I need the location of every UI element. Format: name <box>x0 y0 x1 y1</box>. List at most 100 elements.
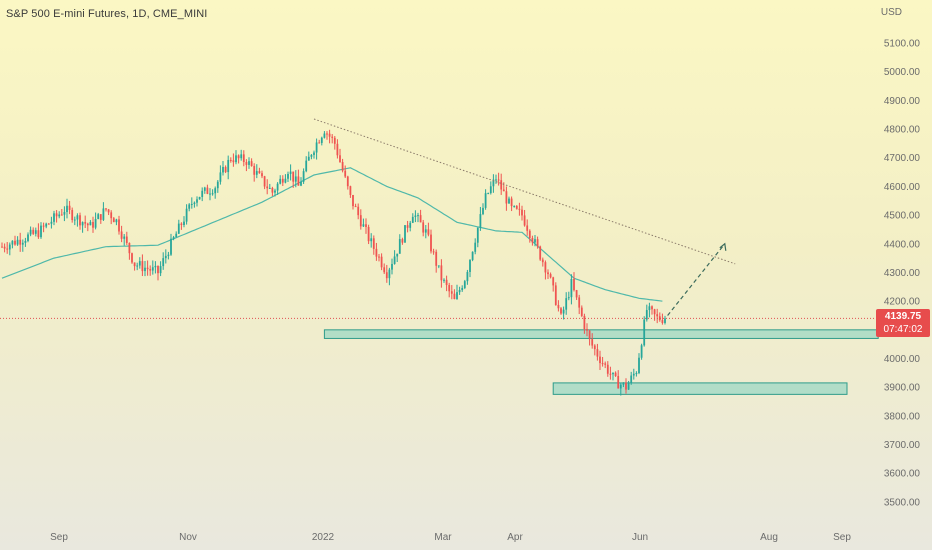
candle-body <box>414 215 417 217</box>
candle <box>81 221 84 233</box>
support-zone-2 <box>552 382 848 395</box>
candle-body <box>333 137 336 144</box>
candle-body <box>385 272 388 279</box>
candle-body <box>68 205 71 210</box>
candle <box>266 179 269 195</box>
candle-body <box>40 225 42 238</box>
candle <box>276 182 279 195</box>
candle-body <box>21 242 24 245</box>
candle <box>84 215 87 229</box>
candle-body <box>123 236 126 239</box>
candle <box>487 192 490 195</box>
candle <box>144 260 146 277</box>
y-tick-label: 3600.00 <box>884 469 921 480</box>
candle <box>604 361 607 369</box>
candle <box>565 292 568 315</box>
candle-body <box>515 206 518 209</box>
candle <box>443 278 445 283</box>
candle <box>599 350 601 371</box>
candle <box>183 216 185 228</box>
candle <box>209 188 211 201</box>
candle-body <box>476 227 479 243</box>
candle-body <box>357 206 360 216</box>
candle <box>76 213 79 227</box>
x-tick-label: Mar <box>434 532 452 543</box>
candle-body <box>651 306 653 310</box>
candle <box>284 174 287 184</box>
candle-body <box>71 209 74 220</box>
candle <box>268 183 271 189</box>
candle-body <box>622 382 625 385</box>
candle <box>99 214 102 224</box>
candle <box>588 329 591 346</box>
candle-body <box>198 196 201 200</box>
candle <box>383 263 386 275</box>
candle-body <box>289 171 292 174</box>
candle <box>362 218 365 228</box>
candle-body <box>271 187 274 193</box>
candle-body <box>497 179 500 181</box>
candle <box>638 353 640 375</box>
candle-body <box>94 219 97 228</box>
candle-body <box>645 310 648 320</box>
candle <box>203 186 206 194</box>
candle-body <box>292 171 295 182</box>
candle-body <box>196 199 198 203</box>
candle <box>206 184 209 195</box>
candle <box>300 177 302 187</box>
candle <box>255 164 258 179</box>
x-tick-label: 2022 <box>312 532 335 543</box>
candle-body <box>591 339 594 346</box>
candle-body <box>232 160 235 163</box>
candle <box>463 279 466 290</box>
candle-body <box>110 212 113 219</box>
candle-body <box>549 274 552 278</box>
candle <box>66 198 68 219</box>
candle <box>79 212 81 230</box>
candle-body <box>310 154 313 157</box>
candle-body <box>601 363 604 365</box>
candle-body <box>593 345 596 350</box>
x-tick-label: Sep <box>833 532 851 543</box>
candle <box>128 242 131 260</box>
candle-body <box>560 308 562 314</box>
candle <box>16 236 19 246</box>
candle-body <box>115 219 118 223</box>
candle <box>601 356 604 367</box>
candle-body <box>294 176 297 182</box>
candle-body <box>172 237 175 239</box>
candle-body <box>209 193 211 195</box>
candle <box>489 181 492 195</box>
candle <box>427 222 430 237</box>
candle <box>593 344 596 356</box>
y-tick-label: 4800.00 <box>884 125 921 136</box>
candle-body <box>383 267 386 273</box>
candle-body <box>614 372 617 377</box>
candle-body <box>222 166 224 173</box>
y-tick-label: 4700.00 <box>884 153 921 164</box>
candle-body <box>443 279 445 281</box>
candle <box>198 196 201 200</box>
candle-body <box>391 263 393 270</box>
candle <box>53 210 55 226</box>
candle <box>222 160 224 176</box>
candle <box>645 304 648 322</box>
candle <box>63 206 66 222</box>
candle <box>508 196 510 204</box>
y-tick-label: 3700.00 <box>884 440 921 451</box>
candle-body <box>284 178 287 183</box>
candle-body <box>180 223 183 225</box>
candle <box>352 194 354 210</box>
candle <box>258 167 261 174</box>
candle-body <box>625 382 627 390</box>
candle <box>375 242 378 261</box>
candle <box>271 186 274 197</box>
candle <box>341 158 344 173</box>
candle-body <box>508 198 510 204</box>
candle <box>398 234 401 254</box>
candle-body <box>201 190 204 197</box>
candle-body <box>302 171 305 182</box>
currency-label[interactable]: USD <box>880 7 902 18</box>
